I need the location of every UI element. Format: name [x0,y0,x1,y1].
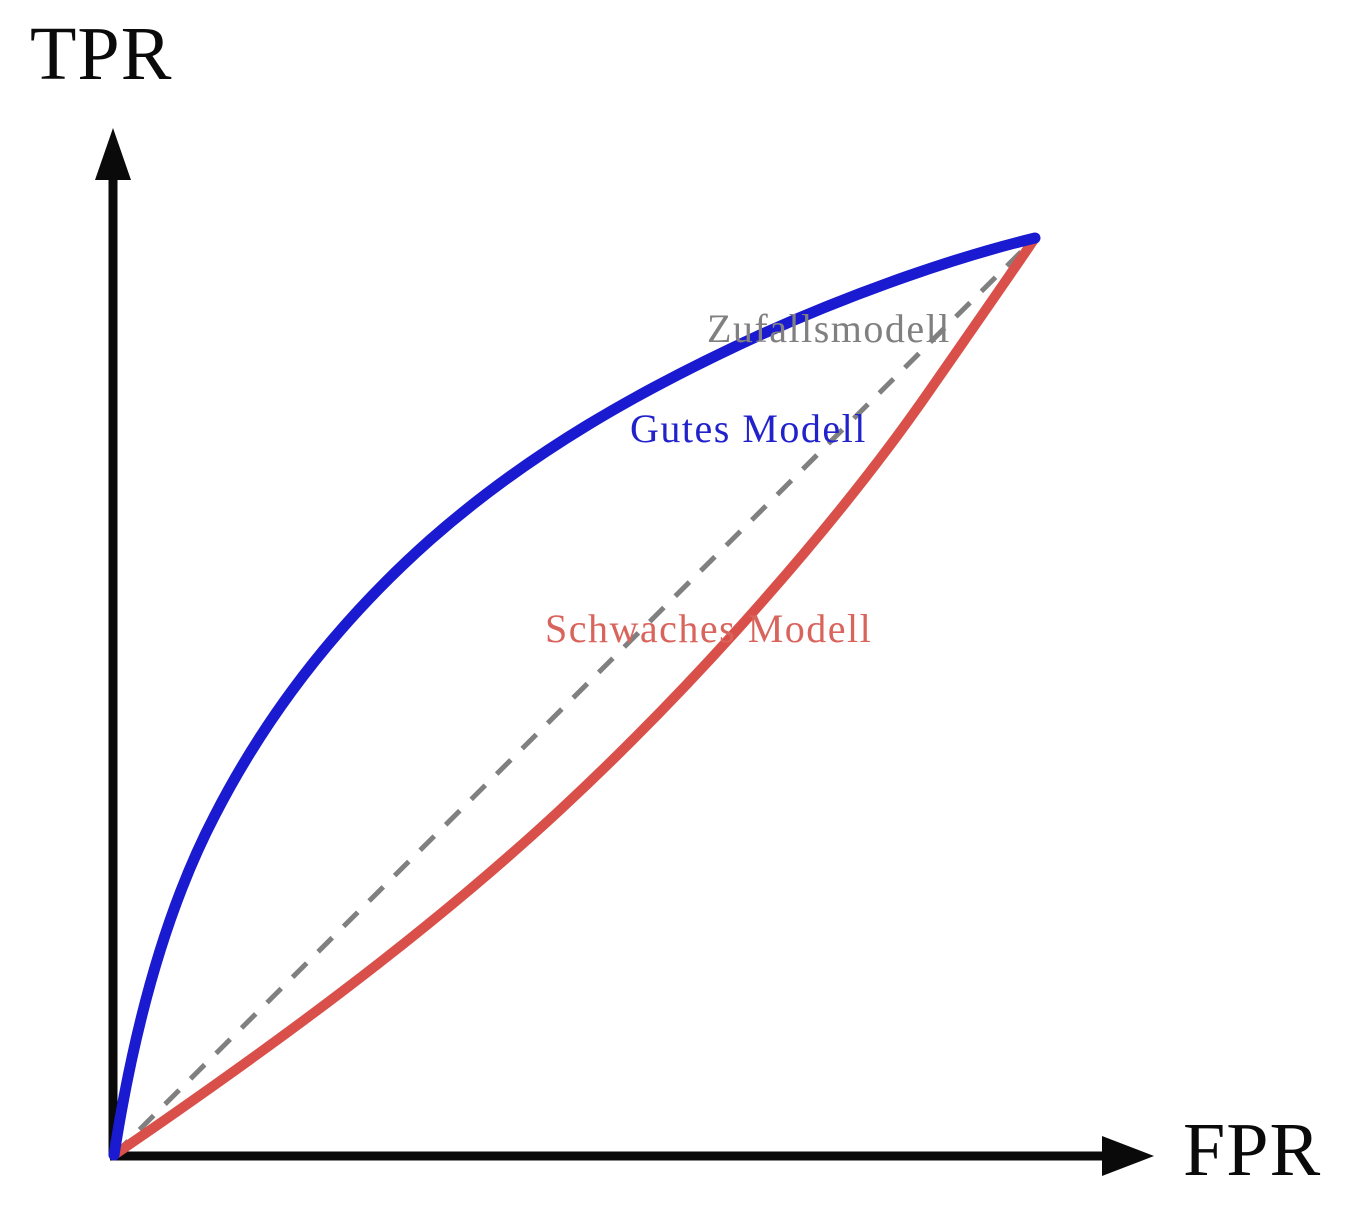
good-model-curve [108,232,1041,1161]
good-model-label: Gutes Modell [630,406,867,451]
y-axis-arrow-icon [95,128,131,180]
x-axis-title: FPR [1183,1108,1322,1192]
weak-model-curve [109,233,1040,1160]
random-model-curve [112,236,1037,1157]
weak-model-label: Schwaches Modell [545,606,873,651]
x-axis-arrow-icon [1102,1136,1154,1176]
y-axis-title: TPR [30,12,173,96]
random-model-label: Zufallsmodell [707,306,951,351]
